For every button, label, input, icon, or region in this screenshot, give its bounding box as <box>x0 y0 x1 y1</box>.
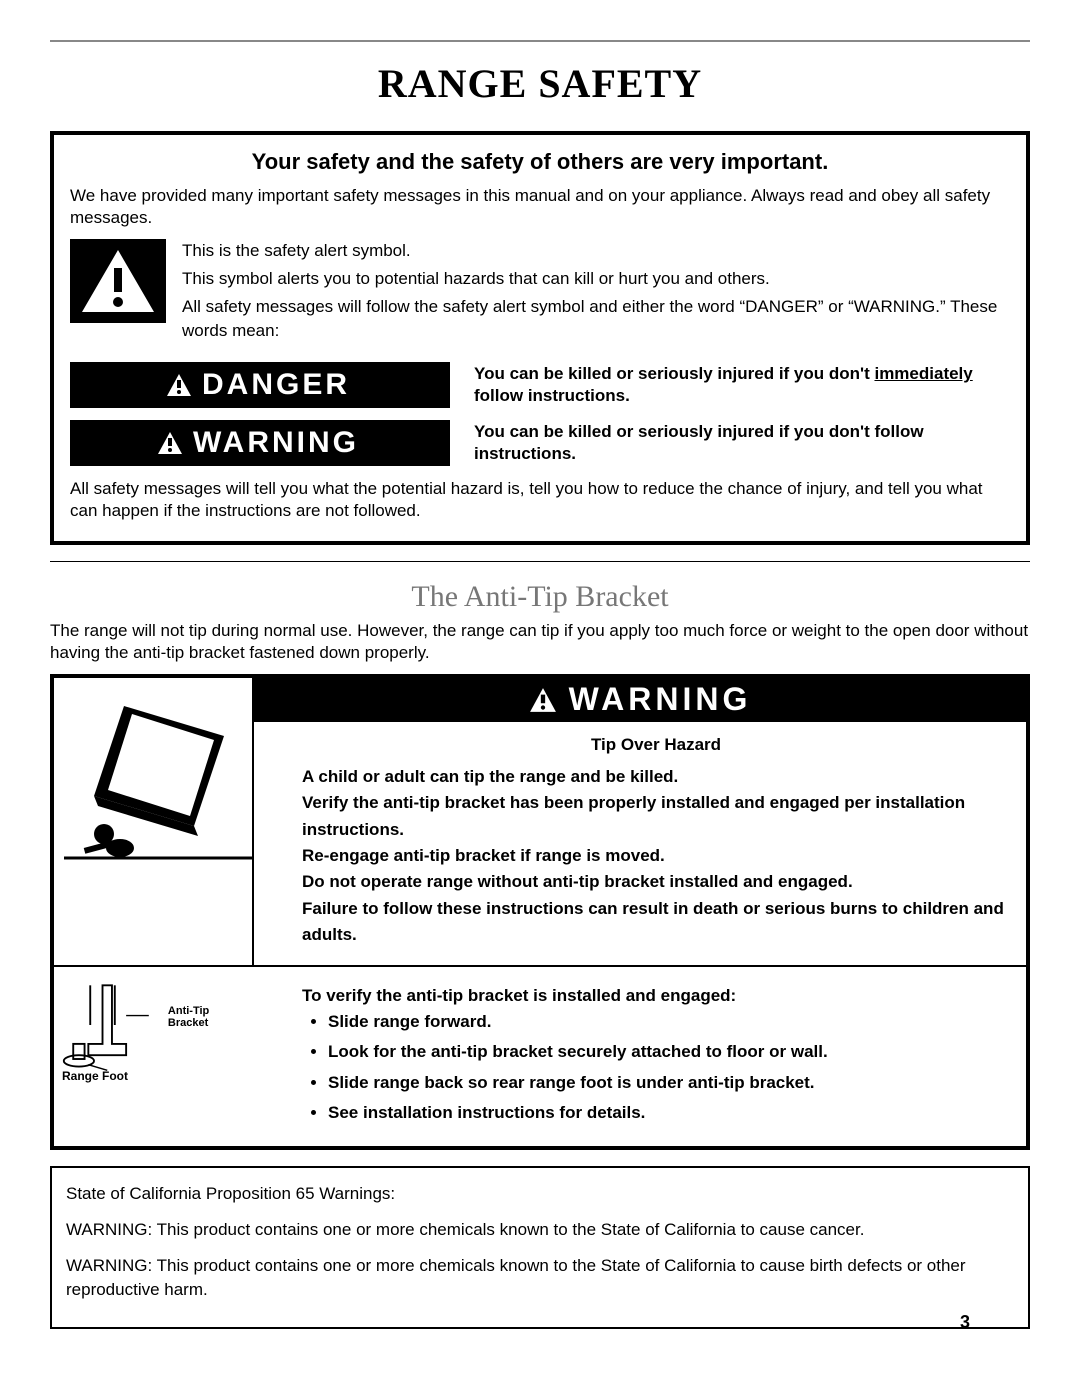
anti-tip-warning-cell: WARNING Tip Over Hazard A child or adult… <box>254 678 1026 965</box>
tip-over-illustration <box>54 678 254 965</box>
prop65-line-2: WARNING: This product contains one or mo… <box>66 1254 1014 1302</box>
hazard-line-4: Failure to follow these instructions can… <box>302 896 1010 949</box>
alert-symbol-text: This is the safety alert symbol. This sy… <box>182 239 1010 346</box>
warning-label-text: WARNING <box>193 426 359 460</box>
anti-tip-lower-row: Anti-Tip Bracket Range Foot To verify th… <box>54 967 1026 1147</box>
warning-label: WARNING <box>70 420 450 466</box>
closing-text: All safety messages will tell you what t… <box>70 478 1010 522</box>
anti-tip-heading: The Anti-Tip Bracket <box>50 580 1030 614</box>
alert-line-2: This symbol alerts you to potential haza… <box>182 267 1010 291</box>
alert-line-3: All safety messages will follow the safe… <box>182 295 1010 343</box>
page-number: 3 <box>960 1312 970 1333</box>
verify-step-1: Look for the anti-tip bracket securely a… <box>328 1039 1010 1065</box>
verify-step-0: Slide range forward. <box>328 1009 1010 1035</box>
anti-tip-warning-label: WARNING <box>569 681 752 718</box>
warning-desc: You can be killed or seriously injured i… <box>474 421 1010 465</box>
anti-tip-warning-banner: WARNING <box>254 678 1026 722</box>
danger-desc: You can be killed or seriously injured i… <box>474 363 1010 407</box>
verify-instructions: To verify the anti-tip bracket is instal… <box>254 967 1026 1147</box>
top-rule <box>50 40 1030 42</box>
anti-tip-intro: The range will not tip during normal use… <box>50 620 1030 664</box>
alert-line-1: This is the safety alert symbol. <box>182 239 1010 263</box>
verify-step-2: Slide range back so rear range foot is u… <box>328 1070 1010 1096</box>
importance-heading: Your safety and the safety of others are… <box>70 149 1010 175</box>
danger-desc-pre: You can be killed or seriously injured i… <box>474 364 874 383</box>
tip-hazard-title: Tip Over Hazard <box>302 732 1010 758</box>
verify-lead: To verify the anti-tip bracket is instal… <box>302 983 1010 1009</box>
danger-label: DANGER <box>70 362 450 408</box>
bracket-diagram-icon <box>60 975 164 1075</box>
anti-tip-upper-row: WARNING Tip Over Hazard A child or adult… <box>54 678 1026 967</box>
anti-tip-diagram: Anti-Tip Bracket Range Foot <box>54 967 254 1147</box>
alert-triangle-icon <box>157 431 183 455</box>
hazard-line-0: A child or adult can tip the range and b… <box>302 764 1010 790</box>
danger-desc-post: follow instructions. <box>474 386 630 405</box>
diagram-label-bracket: Anti-Tip Bracket <box>168 1005 248 1030</box>
alert-symbol-row: This is the safety alert symbol. This sy… <box>70 239 1010 346</box>
hazard-line-3: Do not operate range without anti-tip br… <box>302 869 1010 895</box>
divider-rule <box>50 561 1030 562</box>
hazard-line-2: Re-engage anti-tip bracket if range is m… <box>302 843 1010 869</box>
alert-triangle-icon <box>529 687 557 713</box>
page-title: RANGE SAFETY <box>50 60 1030 107</box>
tip-hazard-body: Tip Over Hazard A child or adult can tip… <box>254 722 1026 965</box>
intro-text: We have provided many important safety m… <box>70 185 1010 229</box>
safety-intro-box: Your safety and the safety of others are… <box>50 131 1030 545</box>
verify-step-3: See installation instructions for detail… <box>328 1100 1010 1126</box>
prop65-heading: State of California Proposition 65 Warni… <box>66 1182 1014 1206</box>
prop65-box: State of California Proposition 65 Warni… <box>50 1166 1030 1329</box>
anti-tip-box: WARNING Tip Over Hazard A child or adult… <box>50 674 1030 1150</box>
prop65-line-1: WARNING: This product contains one or mo… <box>66 1218 1014 1242</box>
hazard-line-1: Verify the anti-tip bracket has been pro… <box>302 790 1010 843</box>
alert-triangle-icon <box>166 373 192 397</box>
safety-alert-icon <box>70 239 166 323</box>
danger-signal-row: DANGER You can be killed or seriously in… <box>70 362 1010 408</box>
danger-desc-ul: immediately <box>874 364 972 383</box>
warning-signal-row: WARNING You can be killed or seriously i… <box>70 420 1010 466</box>
danger-label-text: DANGER <box>202 368 350 402</box>
